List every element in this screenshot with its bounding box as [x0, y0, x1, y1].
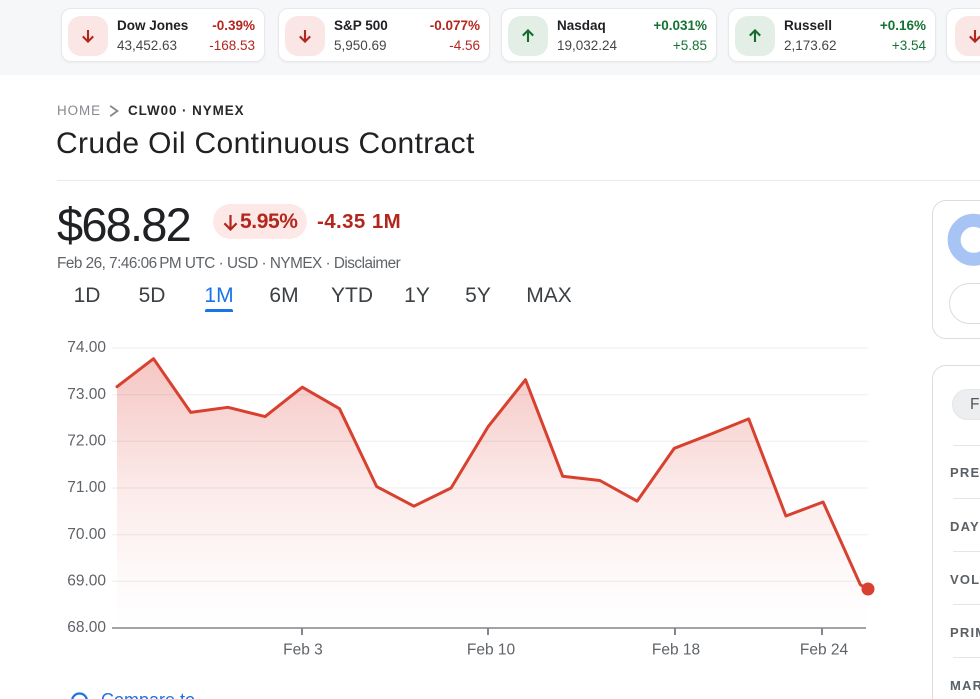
svg-text:Feb 10: Feb 10: [467, 642, 516, 659]
svg-text:73.00: 73.00: [67, 386, 106, 403]
svg-text:70.00: 70.00: [67, 526, 106, 543]
svg-text:74.00: 74.00: [67, 339, 106, 356]
svg-text:Feb 18: Feb 18: [652, 642, 700, 659]
svg-text:68.00: 68.00: [67, 619, 106, 636]
svg-text:69.00: 69.00: [67, 573, 106, 590]
svg-text:72.00: 72.00: [67, 433, 106, 450]
svg-text:Feb 24: Feb 24: [800, 642, 849, 659]
svg-text:71.00: 71.00: [67, 479, 106, 496]
svg-text:Feb 3: Feb 3: [283, 642, 323, 659]
